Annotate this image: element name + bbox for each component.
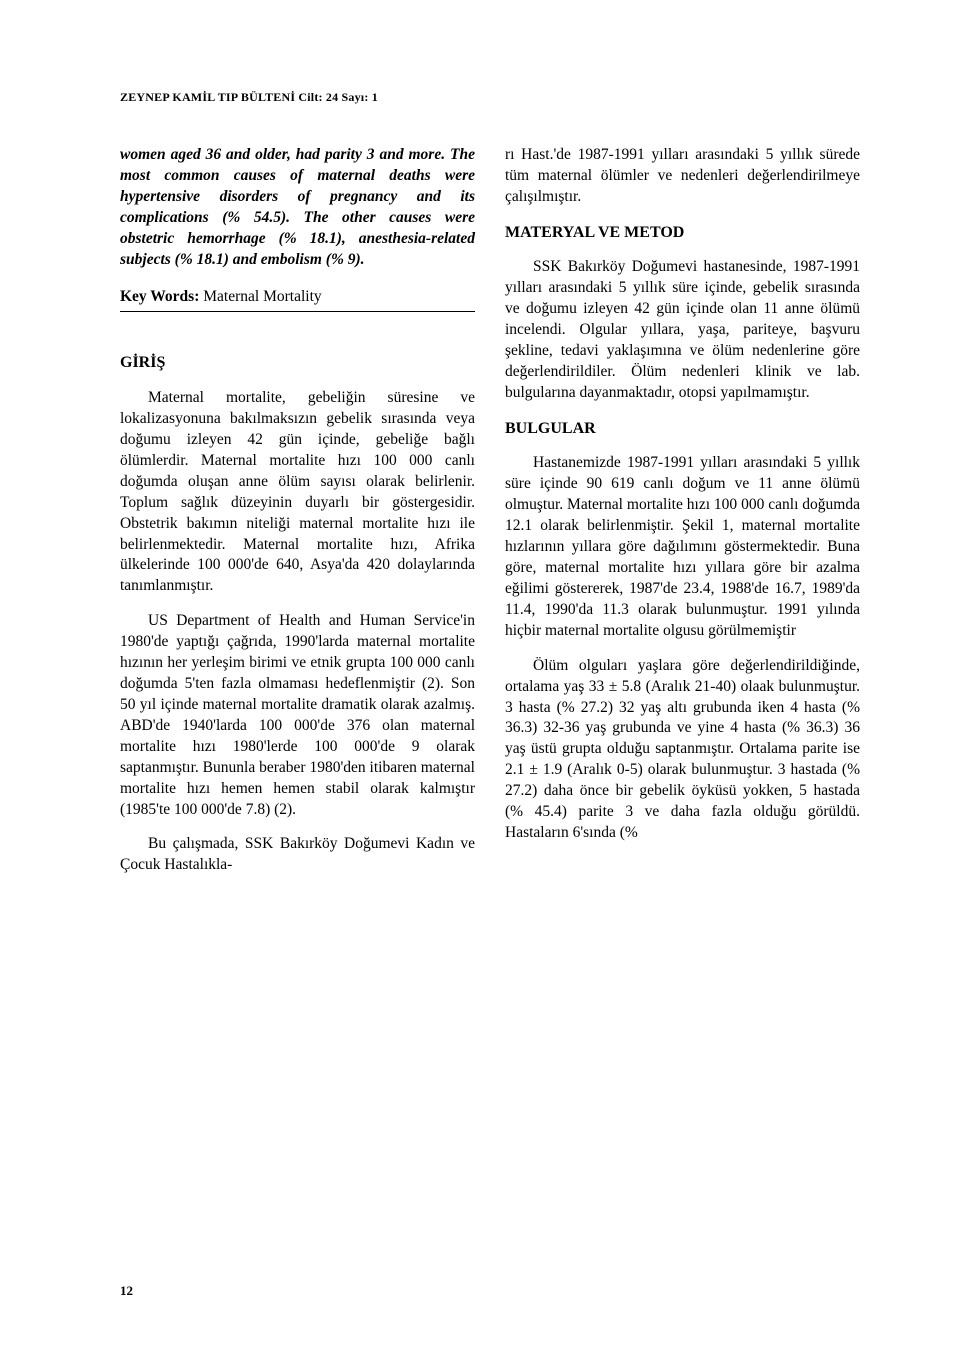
left-column: women aged 36 and older, had parity 3 an… [120,145,475,890]
keywords-value: Maternal Mortality [203,288,321,305]
journal-header: ZEYNEP KAMİL TIP BÜLTENİ Cilt: 24 Sayı: … [120,90,860,105]
heading-giris: GİRİŞ [120,352,475,374]
para-bulgular-1: Hastanemizde 1987-1991 yılları arasındak… [505,453,860,641]
para-giris-3: Bu çalışmada, SSK Bakırköy Doğumevi Kadı… [120,834,475,876]
heading-bulgular: BULGULAR [505,418,860,440]
para-bulgular-2: Ölüm olguları yaşlara göre değerlendiril… [505,656,860,844]
page-number: 12 [120,1283,133,1299]
para-continuation: rı Hast.'de 1987-1991 yılları arasındaki… [505,145,860,208]
para-materyal-1: SSK Bakırköy Doğumevi hastanesinde, 1987… [505,257,860,403]
content-columns: women aged 36 and older, had parity 3 an… [120,145,860,890]
para-giris-1: Maternal mortalite, gebeliğin süresine v… [120,388,475,597]
para-giris-2: US Department of Health and Human Servic… [120,611,475,820]
abstract-text: women aged 36 and older, had parity 3 an… [120,145,475,271]
keywords-label: Key Words: [120,288,203,305]
section-divider [120,311,475,312]
keywords-line: Key Words: Maternal Mortality [120,287,475,308]
heading-materyal: MATERYAL VE METOD [505,222,860,244]
right-column: rı Hast.'de 1987-1991 yılları arasındaki… [505,145,860,890]
